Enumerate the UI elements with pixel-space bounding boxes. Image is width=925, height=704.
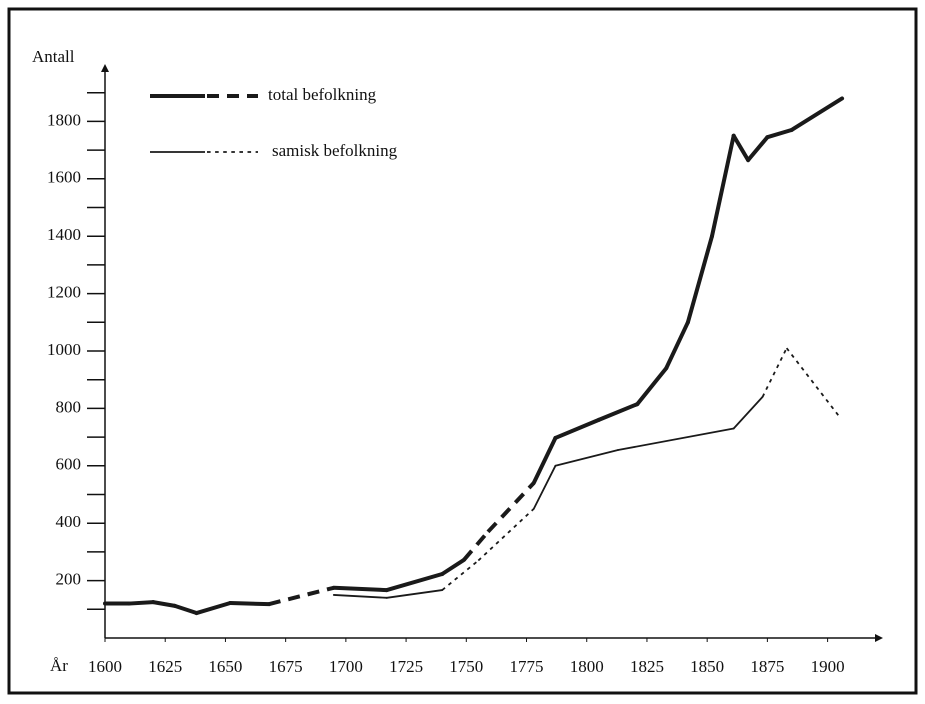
x-tick-label: 1750 <box>449 657 483 676</box>
line-segment <box>441 559 479 591</box>
x-tick-label: 1725 <box>389 657 423 676</box>
x-axis-label: År <box>50 656 68 675</box>
x-tick-label: 1600 <box>88 657 122 676</box>
y-axis-label: Antall <box>32 47 75 66</box>
line-segment <box>765 128 794 140</box>
line-segment <box>685 234 714 325</box>
line-segment <box>617 427 735 451</box>
line-segment <box>596 402 640 422</box>
line-segment <box>532 464 557 510</box>
line-segment <box>785 347 841 418</box>
line-segment <box>172 603 199 616</box>
line-segment <box>709 133 736 239</box>
line-segment <box>194 600 233 616</box>
line-segment <box>384 571 445 593</box>
x-tick-label: 1800 <box>570 657 604 676</box>
y-tick-label: 1800 <box>47 110 81 129</box>
line-segment <box>554 449 619 467</box>
line-segment <box>746 135 770 163</box>
line-segment <box>462 530 490 562</box>
line-segment <box>477 508 535 562</box>
frame <box>7 7 918 695</box>
line-segment <box>732 396 764 430</box>
x-tick-label: 1825 <box>630 657 664 676</box>
y-tick-label: 200 <box>56 570 82 589</box>
y-tick-label: 1200 <box>47 283 81 302</box>
y-axis-arrow <box>101 64 109 72</box>
line-segment <box>761 347 788 398</box>
x-axis-arrow <box>875 634 883 642</box>
line-segment <box>228 600 271 607</box>
line-segment <box>331 585 389 593</box>
x-tick-label: 1675 <box>269 657 303 676</box>
x-tick-label: 1900 <box>811 657 845 676</box>
y-tick-label: 600 <box>56 455 82 474</box>
x-tick-label: 1700 <box>329 657 363 676</box>
line-segment <box>151 600 177 608</box>
line-segment <box>127 600 156 606</box>
y-tick-label: 1400 <box>47 225 81 244</box>
x-tick-label: 1875 <box>750 657 784 676</box>
y-tick-label: 1000 <box>47 340 81 359</box>
x-tick-label: 1650 <box>208 657 242 676</box>
line-segment <box>440 557 466 576</box>
line-segment <box>332 594 388 599</box>
legend-label: samisk befolkning <box>272 141 398 160</box>
line-segment <box>385 589 444 599</box>
line-segment <box>268 585 335 607</box>
y-tick-label: 800 <box>56 397 82 416</box>
line-segment <box>635 366 669 407</box>
x-tick-label: 1775 <box>510 657 544 676</box>
legend-label: total befolkning <box>268 85 377 104</box>
line-segment <box>486 481 536 534</box>
y-tick-label: 400 <box>56 512 82 531</box>
line-segment <box>531 435 558 486</box>
y-tick-label: 1600 <box>47 168 81 187</box>
line-segment <box>664 320 690 371</box>
line-segment <box>789 96 845 133</box>
x-tick-label: 1625 <box>148 657 182 676</box>
line-segment <box>553 417 601 440</box>
line-segment <box>731 133 751 163</box>
x-tick-label: 1850 <box>690 657 724 676</box>
